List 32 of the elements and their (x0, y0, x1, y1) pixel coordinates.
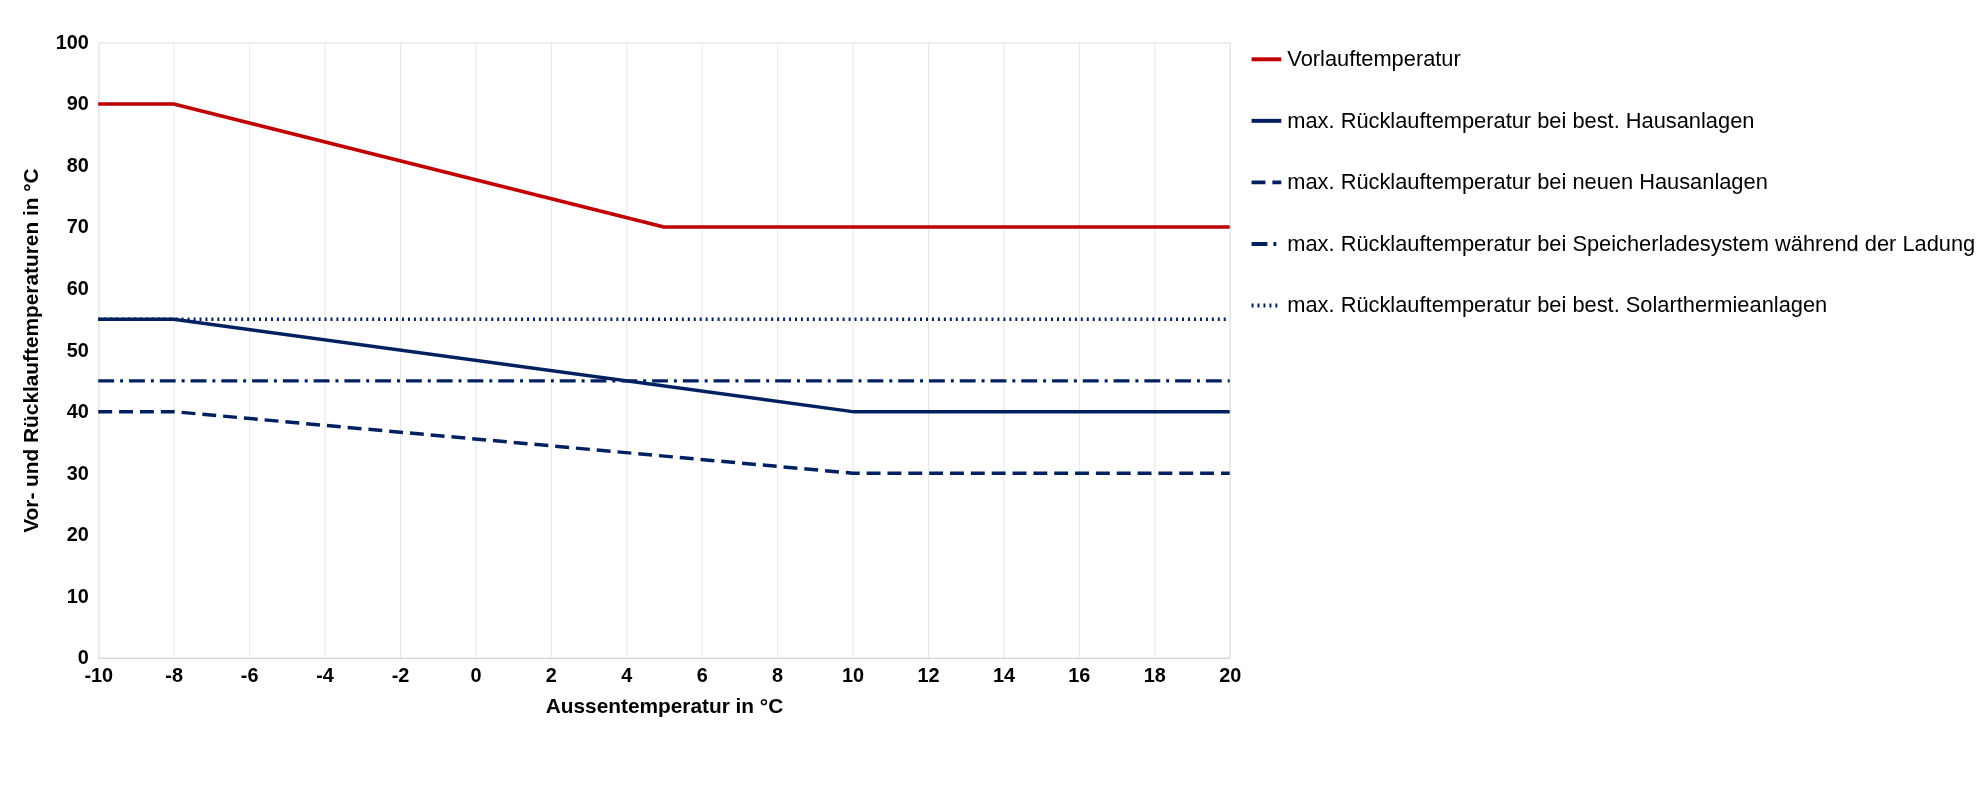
y-tick-label: 40 (66, 400, 89, 423)
legend-label: max. Rücklauftemperatur bei Speicherladesystem während der Ladung (1287, 230, 1976, 256)
x-tick-label: -8 (165, 664, 184, 687)
y-tick-label: 60 (66, 277, 89, 300)
y-tick-label: 20 (66, 523, 89, 546)
legend-label: max. Rücklauftemperatur bei neuen Hausanlagen (1287, 169, 1768, 195)
legend-label: max. Rücklauftemperatur bei best. Hausanlagen (1287, 107, 1755, 133)
legend-label: Vorlauftemperatur (1287, 46, 1461, 72)
x-tick-label: -6 (240, 664, 259, 687)
y-tick-label: 100 (55, 30, 89, 53)
x-tick-label: 16 (1068, 664, 1091, 687)
x-tick-label: 12 (917, 664, 940, 687)
y-tick-label: 70 (66, 215, 89, 238)
x-tick-label: 4 (621, 664, 633, 687)
y-tick-label: 10 (66, 584, 89, 607)
x-tick-label: 6 (696, 664, 708, 687)
x-tick-label: 2 (545, 664, 557, 687)
y-tick-label: 80 (66, 153, 89, 176)
x-tick-label: 14 (992, 664, 1015, 687)
x-tick-label: -4 (316, 664, 334, 687)
x-tick-label: 10 (842, 664, 865, 687)
y-tick-label: 90 (66, 92, 89, 115)
x-axis-title: Aussentemperatur in °C (545, 693, 784, 717)
x-tick-label: 0 (470, 664, 482, 687)
y-tick-label: 30 (66, 461, 89, 484)
legend-label: max. Rücklauftemperatur bei best. Solarthermieanlagen (1287, 292, 1828, 318)
x-tick-label: 8 (772, 664, 784, 687)
y-axis-title: Vor- und Rücklauftemperaturen in °C (18, 168, 42, 533)
x-tick-label: -2 (391, 664, 410, 687)
y-tick-label: 50 (66, 338, 89, 361)
x-tick-label: 18 (1143, 664, 1166, 687)
x-tick-label: 20 (1219, 664, 1242, 687)
